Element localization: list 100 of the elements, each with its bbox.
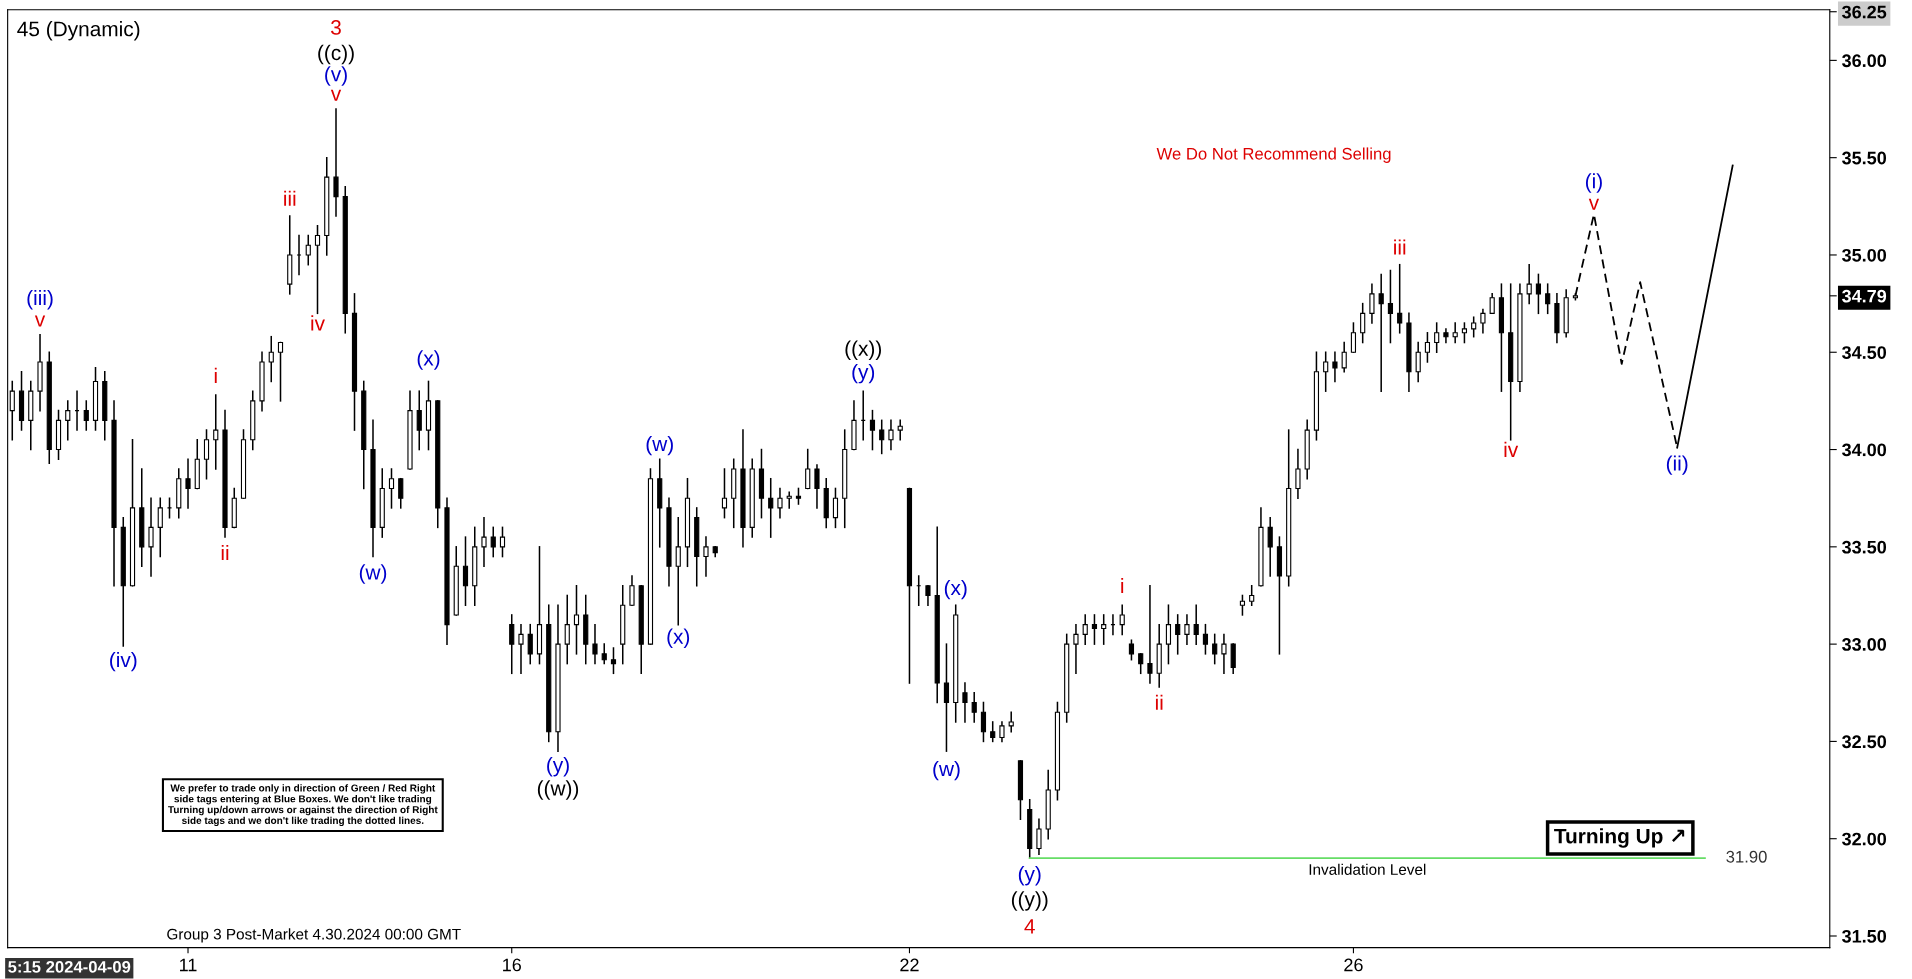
annotation: (x) xyxy=(417,350,440,370)
candlestick xyxy=(83,400,89,431)
y-tick-label: 32.50 xyxy=(1842,735,1887,749)
annotation: (ii) xyxy=(1666,455,1688,475)
candlestick xyxy=(416,390,422,451)
candlestick xyxy=(786,491,792,509)
series-label: Invalidation Level xyxy=(1309,863,1426,875)
annotation: v xyxy=(330,89,342,101)
candlestick xyxy=(629,575,635,606)
candlestick xyxy=(703,536,709,577)
candlestick xyxy=(1193,604,1199,645)
annotation: (w) xyxy=(359,564,387,584)
candlestick xyxy=(1147,584,1153,684)
annotation: (iii) xyxy=(27,290,53,310)
candlestick xyxy=(1452,322,1458,344)
annotation: (x) xyxy=(944,579,967,600)
annotation: ((c)) xyxy=(318,44,354,65)
y-tick-label: 32.00 xyxy=(1842,832,1887,846)
annotation: (w) xyxy=(933,760,960,781)
candlestick xyxy=(1184,614,1190,645)
candlestick xyxy=(962,682,968,723)
annotation: (y) xyxy=(1018,865,1041,886)
y-tick-label: 31.50 xyxy=(1842,929,1887,943)
annotation: iv xyxy=(1504,441,1519,457)
candlestick xyxy=(610,647,617,675)
annotation: (w) xyxy=(646,435,673,456)
candlestick xyxy=(499,526,506,558)
candlestick xyxy=(1175,614,1181,655)
candlestick xyxy=(166,497,173,519)
candlestick xyxy=(897,419,903,441)
candlestick xyxy=(1332,351,1338,383)
candlestick xyxy=(1202,623,1209,655)
candlestick xyxy=(1295,448,1301,499)
candlestick xyxy=(1230,643,1236,675)
y-tick-label: 33.00 xyxy=(1842,638,1887,651)
candlestick xyxy=(1249,584,1255,606)
candlestick xyxy=(980,701,987,743)
candlestick xyxy=(971,692,977,723)
y-tick-label: 36.25 xyxy=(1842,5,1887,19)
candlestick xyxy=(1212,633,1218,665)
annotation: Group 3 Post-Market 4.30.2024 00:00 GMT xyxy=(167,928,461,943)
candlestick xyxy=(185,458,191,509)
candlestick xyxy=(1323,351,1329,392)
annotation: iii xyxy=(284,190,296,206)
annotation: iii xyxy=(1394,239,1406,255)
candlestick xyxy=(999,721,1005,743)
candlestick xyxy=(314,225,321,315)
candlestick xyxy=(1360,302,1366,344)
annotation: ((y)) xyxy=(1011,891,1048,911)
candlestick xyxy=(721,468,728,519)
candlestick xyxy=(1480,308,1486,334)
candlestick xyxy=(509,614,515,675)
annotation: (x) xyxy=(667,628,690,648)
text: 5:15 2024-04-09 xyxy=(8,960,131,973)
candlestick xyxy=(768,477,774,538)
candlestick xyxy=(268,335,274,383)
y-tick-label: 33.50 xyxy=(1842,540,1887,554)
y-tick-label: 34.50 xyxy=(1842,346,1887,359)
candlestick xyxy=(675,516,681,626)
annotation: i xyxy=(214,367,217,383)
candlestick xyxy=(1138,653,1144,675)
candlestick xyxy=(490,526,496,558)
candlestick xyxy=(1341,341,1347,373)
candlestick xyxy=(1128,639,1135,661)
candlestick xyxy=(1350,322,1357,354)
candlestick xyxy=(777,487,783,519)
candlestick xyxy=(1073,623,1079,675)
y-tick-label: 34.79 xyxy=(1842,289,1887,303)
y-tick-label: 35.50 xyxy=(1842,151,1887,165)
annotation: v xyxy=(1588,198,1600,210)
candlestick xyxy=(1082,614,1088,645)
candlestick xyxy=(573,584,580,655)
candlestick xyxy=(462,536,469,606)
candlestick xyxy=(305,234,311,266)
candlestick xyxy=(1489,293,1495,315)
candlestick xyxy=(1008,711,1014,733)
candlestick xyxy=(1434,322,1440,354)
candlestick xyxy=(1091,614,1098,645)
candlestick xyxy=(943,643,950,752)
candlestick xyxy=(1443,328,1449,344)
annotation: We prefer to trade only in direction of Green / Red Right side tags entering at Blue Boxes. We don't like trading Turning up/down arrows or against the direction of Right side tags and we don't like trading the dotted lines. xyxy=(168,784,438,827)
candlestick xyxy=(203,429,210,480)
candlestick xyxy=(832,487,839,529)
candlestick xyxy=(925,584,931,606)
candlestick xyxy=(213,394,219,470)
candlestick xyxy=(990,721,996,743)
annotation: iv xyxy=(311,315,325,331)
x-tick-label: 22 xyxy=(900,958,919,972)
annotation: (i) xyxy=(1585,173,1602,193)
candlestick xyxy=(1415,341,1421,383)
candlestick xyxy=(65,400,71,441)
candlestick xyxy=(805,448,811,490)
candlestick xyxy=(601,643,607,665)
candlestick xyxy=(1461,322,1468,344)
candlestick xyxy=(157,497,163,558)
annotation: v xyxy=(34,315,46,327)
candlestick xyxy=(814,464,820,509)
candlestick xyxy=(592,623,598,665)
annotation: 31.90 xyxy=(1726,850,1767,863)
candlestick xyxy=(1369,283,1375,324)
